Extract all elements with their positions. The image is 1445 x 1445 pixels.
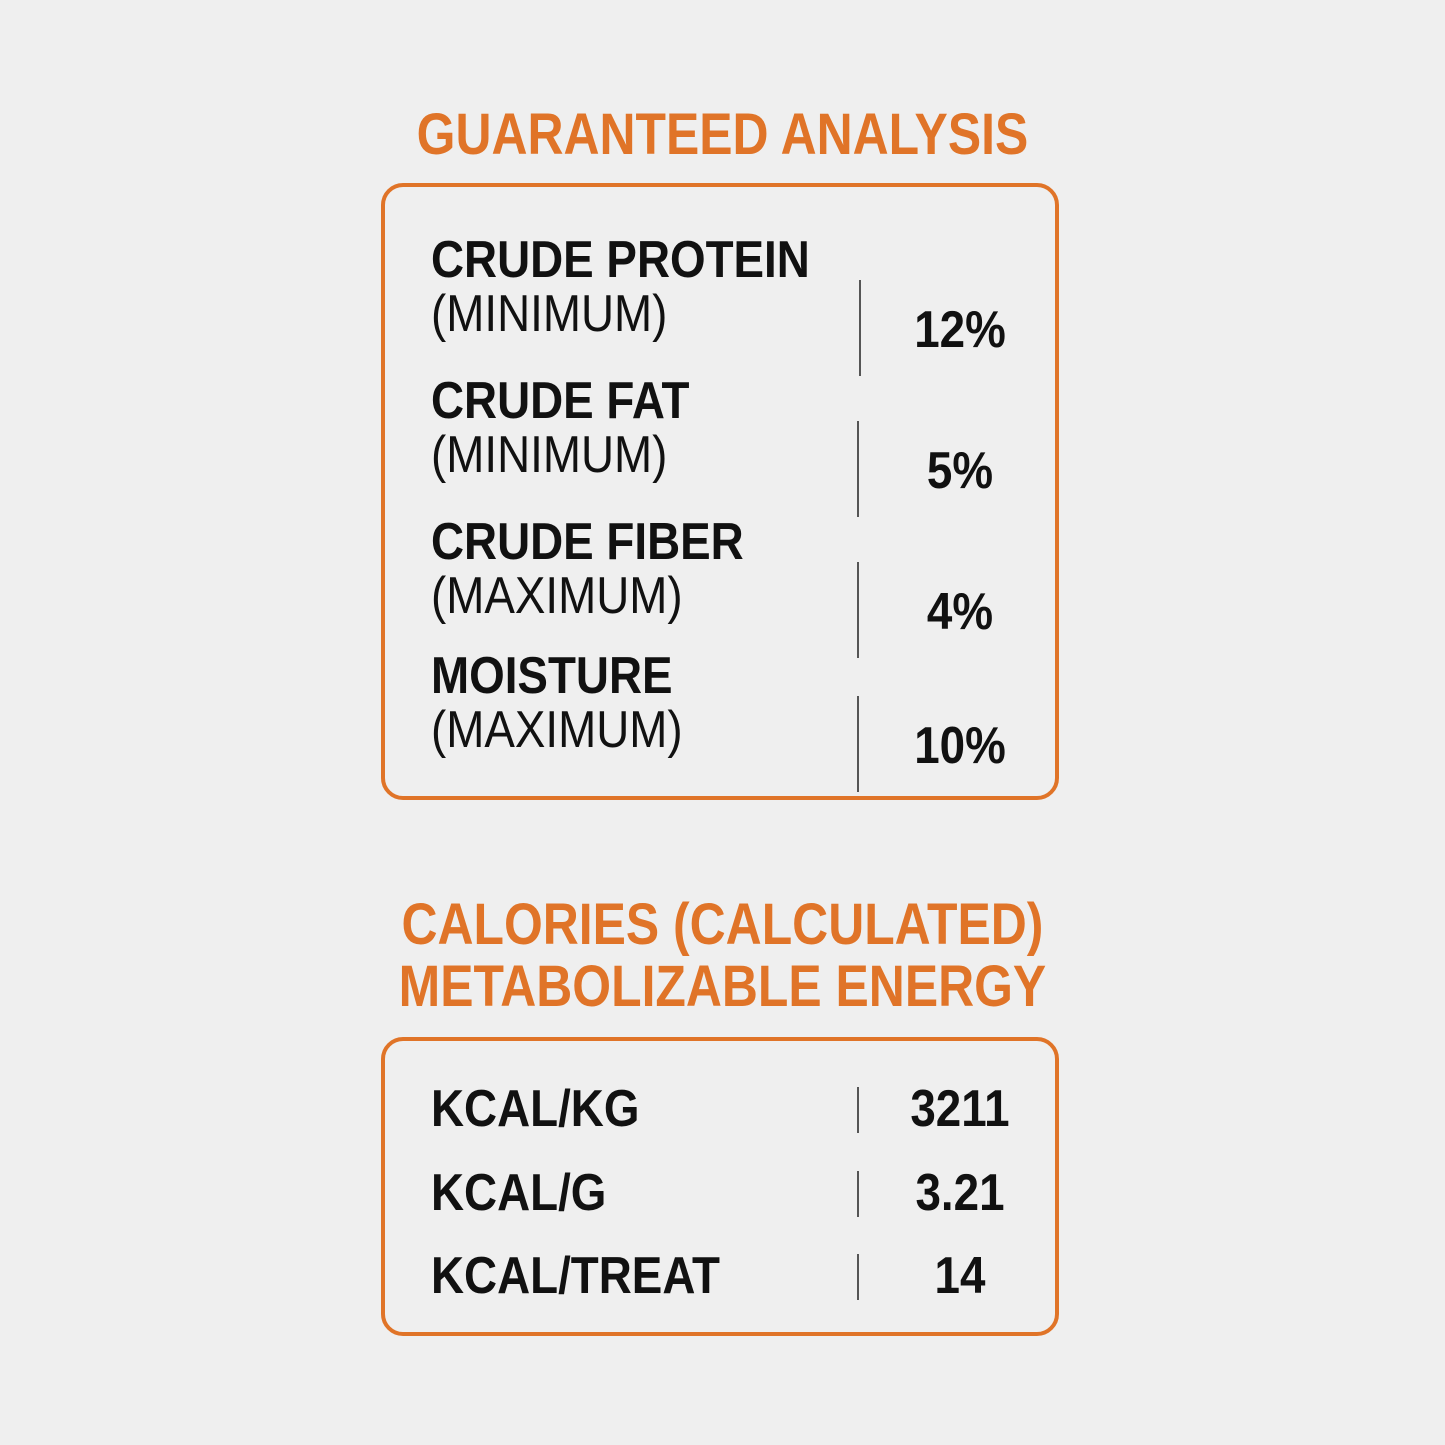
analysis-row-value: 5% (926, 442, 994, 500)
calorie-row-kcal-treat: KCAL/TREAT 14 (385, 1248, 1055, 1308)
analysis-row-crude-protein: CRUDE PROTEIN (MINIMUM) 12% (385, 231, 1055, 376)
row-divider (857, 1087, 859, 1133)
analysis-row-qualifier: (MINIMUM) (431, 426, 668, 484)
calories-title: CALORIES (CALCULATED) (401, 892, 1044, 957)
calorie-row-name: KCAL/KG (431, 1080, 640, 1138)
analysis-row-moisture: MOISTURE (MAXIMUM) 10% (385, 647, 1055, 792)
calorie-row-value: 3211 (910, 1080, 1010, 1138)
calories-panel: KCAL/KG 3211 KCAL/G 3.21 KCAL/TREAT 14 (381, 1037, 1059, 1336)
analysis-row-qualifier: (MAXIMUM) (431, 701, 683, 759)
row-divider (857, 1171, 859, 1217)
row-divider (859, 280, 861, 376)
analysis-row-crude-fat: CRUDE FAT (MINIMUM) 5% (385, 372, 1055, 517)
analysis-row-name: CRUDE FIBER (431, 513, 744, 571)
analysis-row-crude-fiber: CRUDE FIBER (MAXIMUM) 4% (385, 513, 1055, 658)
calorie-row-value: 3.21 (915, 1164, 1005, 1222)
analysis-row-qualifier: (MAXIMUM) (431, 567, 683, 625)
analysis-row-value: 10% (914, 717, 1006, 775)
calories-subtitle: METABOLIZABLE ENERGY (398, 954, 1047, 1019)
analysis-row-name: MOISTURE (431, 647, 673, 705)
calorie-row-name: KCAL/TREAT (431, 1247, 720, 1305)
calorie-row-kcal-kg: KCAL/KG 3211 (385, 1081, 1055, 1141)
calorie-row-value: 14 (934, 1247, 986, 1305)
analysis-row-value: 4% (926, 583, 994, 641)
row-divider (857, 421, 859, 517)
row-divider (857, 562, 859, 658)
row-divider (857, 696, 859, 792)
calorie-row-kcal-g: KCAL/G 3.21 (385, 1165, 1055, 1225)
analysis-row-name: CRUDE PROTEIN (431, 231, 810, 289)
analysis-row-value: 12% (914, 301, 1006, 359)
analysis-row-qualifier: (MINIMUM) (431, 285, 668, 343)
row-divider (857, 1254, 859, 1300)
guaranteed-analysis-panel: CRUDE PROTEIN (MINIMUM) 12% CRUDE FAT (M… (381, 183, 1059, 800)
guaranteed-analysis-title: GUARANTEED ANALYSIS (416, 102, 1029, 167)
calorie-row-name: KCAL/G (431, 1164, 607, 1222)
analysis-row-name: CRUDE FAT (431, 372, 690, 430)
